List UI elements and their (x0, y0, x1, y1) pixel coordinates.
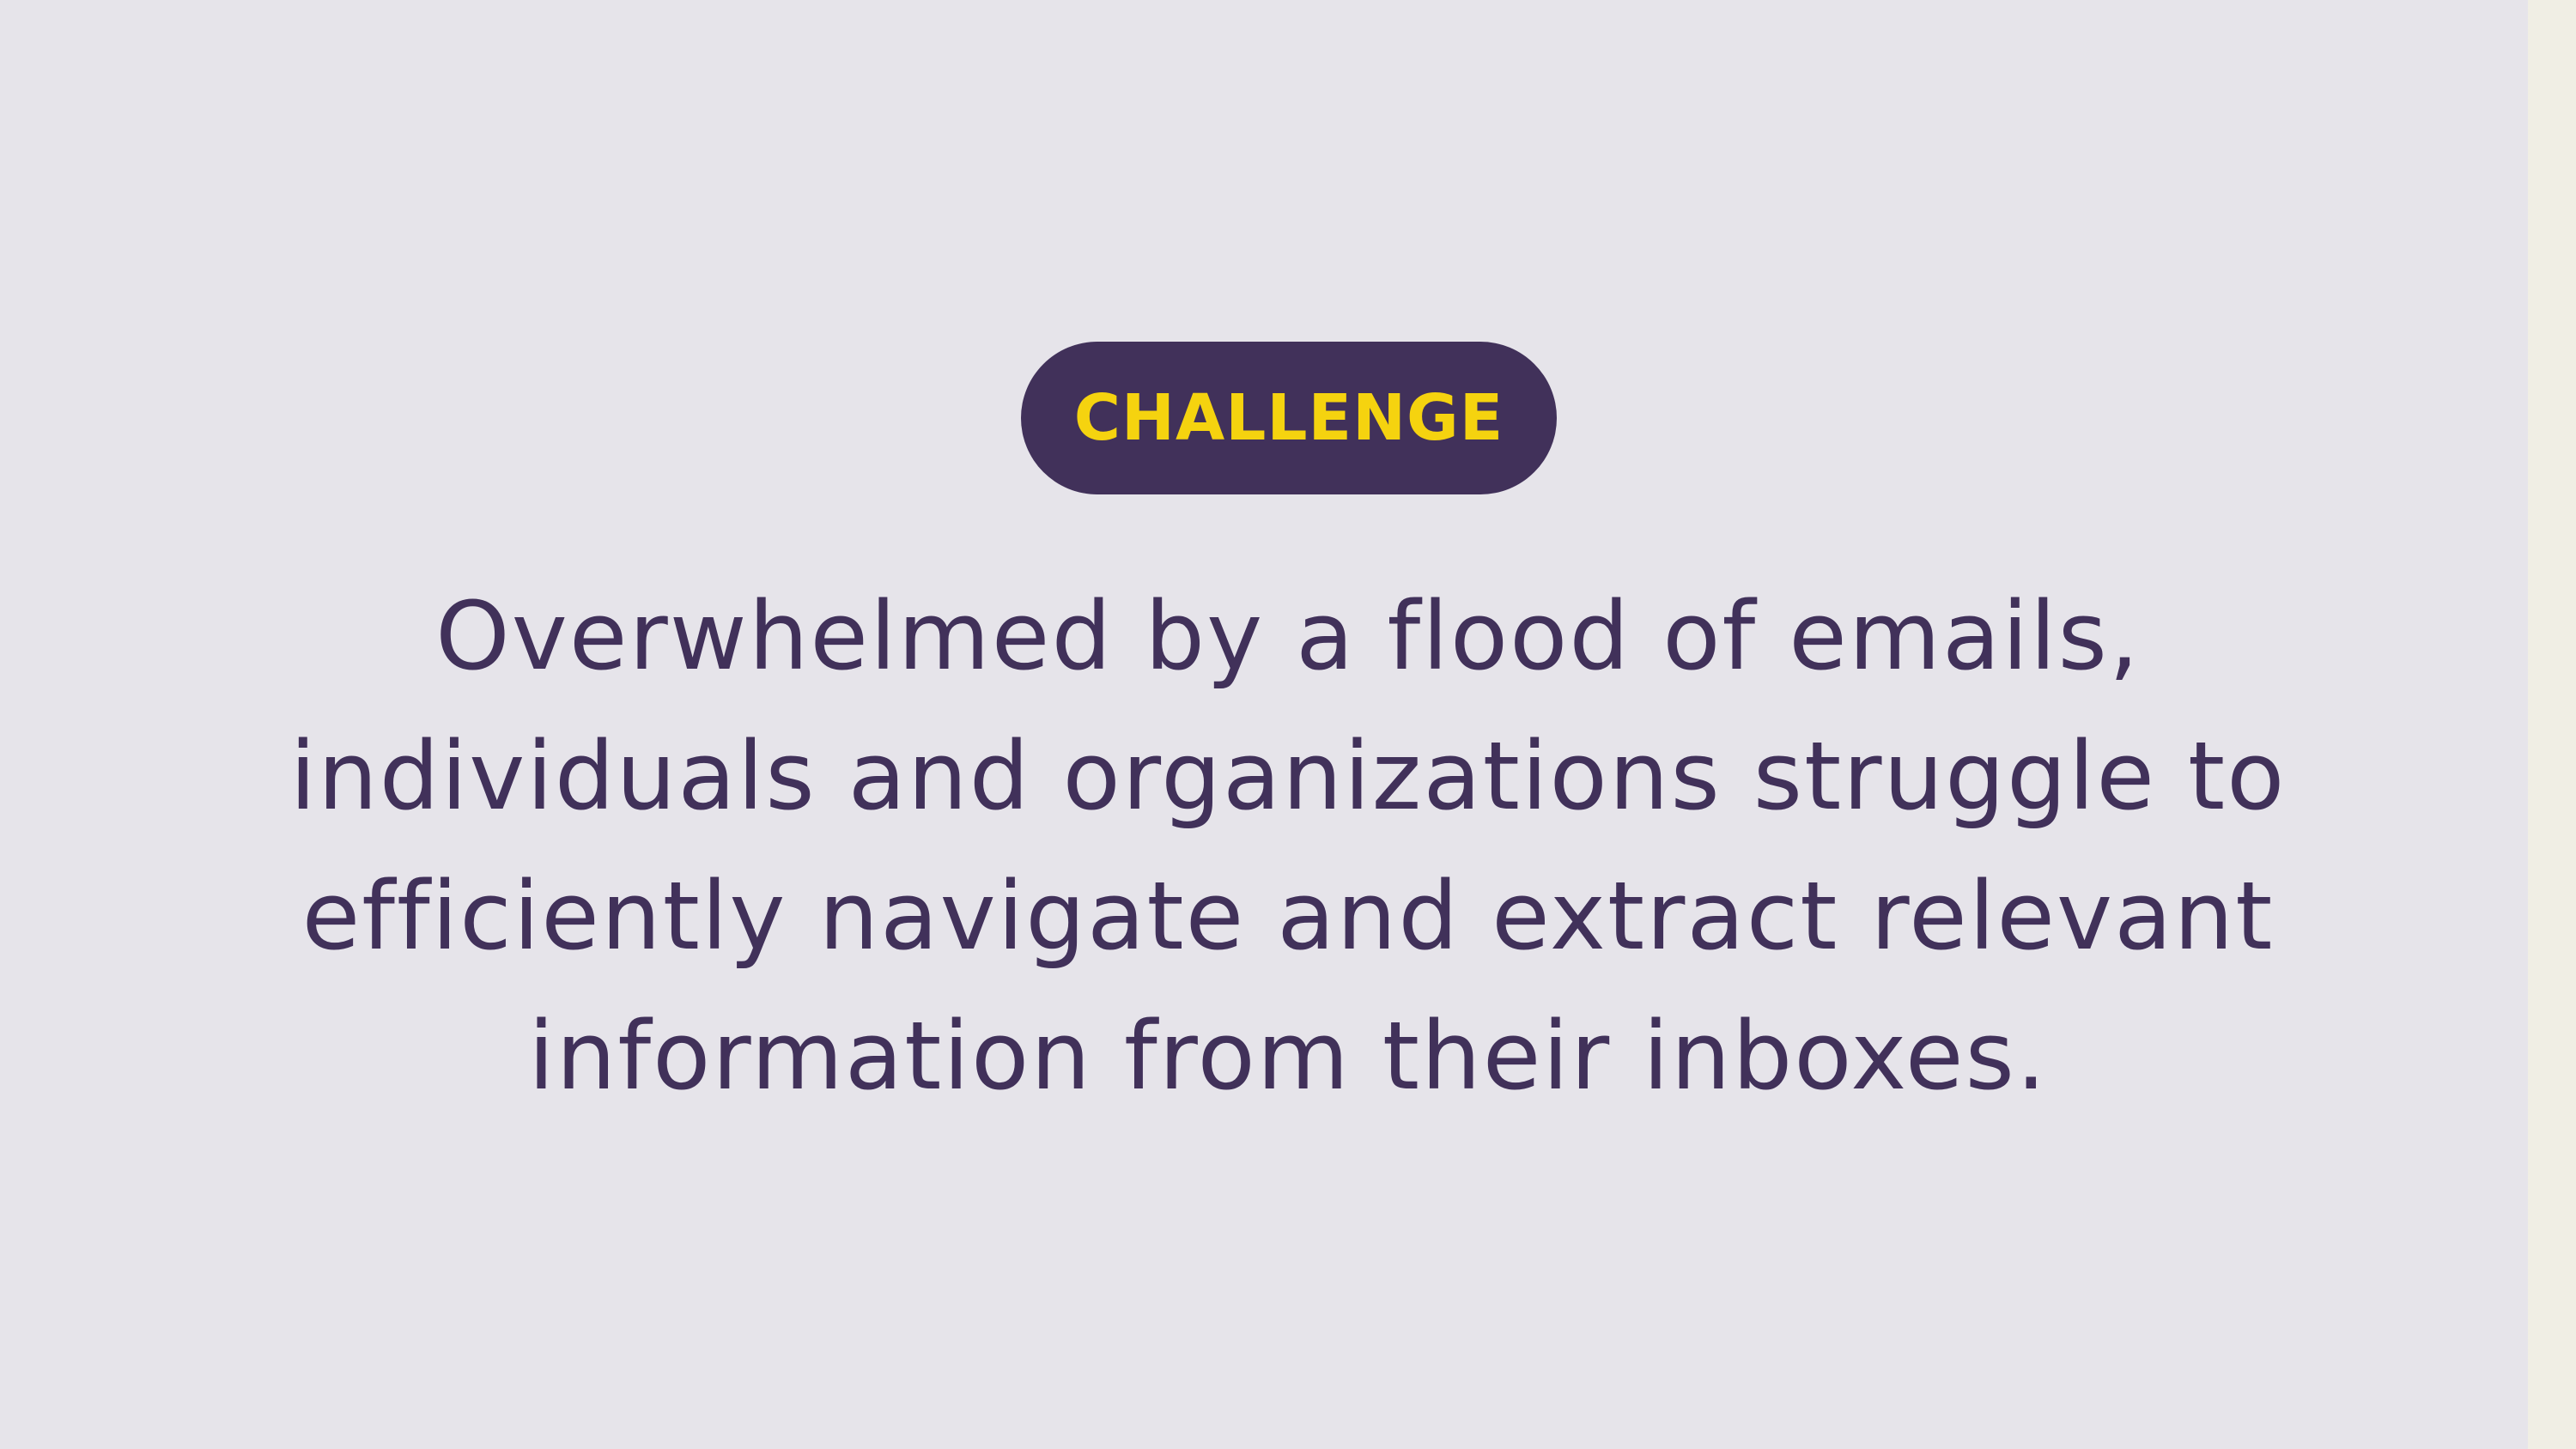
challenge-description: Overwhelmed by a flood of emails, indivi… (172, 567, 2404, 1126)
challenge-badge-label: CHALLENGE (1073, 381, 1504, 455)
description-line: individuals and organizations struggle t… (289, 721, 2287, 831)
description-line: information from their inboxes. (528, 1001, 2048, 1111)
challenge-badge: CHALLENGE (1021, 342, 1557, 494)
description-line: Overwhelmed by a flood of emails, (435, 581, 2141, 691)
description-line: efficiently navigate and extract relevan… (301, 861, 2275, 971)
right-edge-strip (2528, 0, 2576, 1449)
